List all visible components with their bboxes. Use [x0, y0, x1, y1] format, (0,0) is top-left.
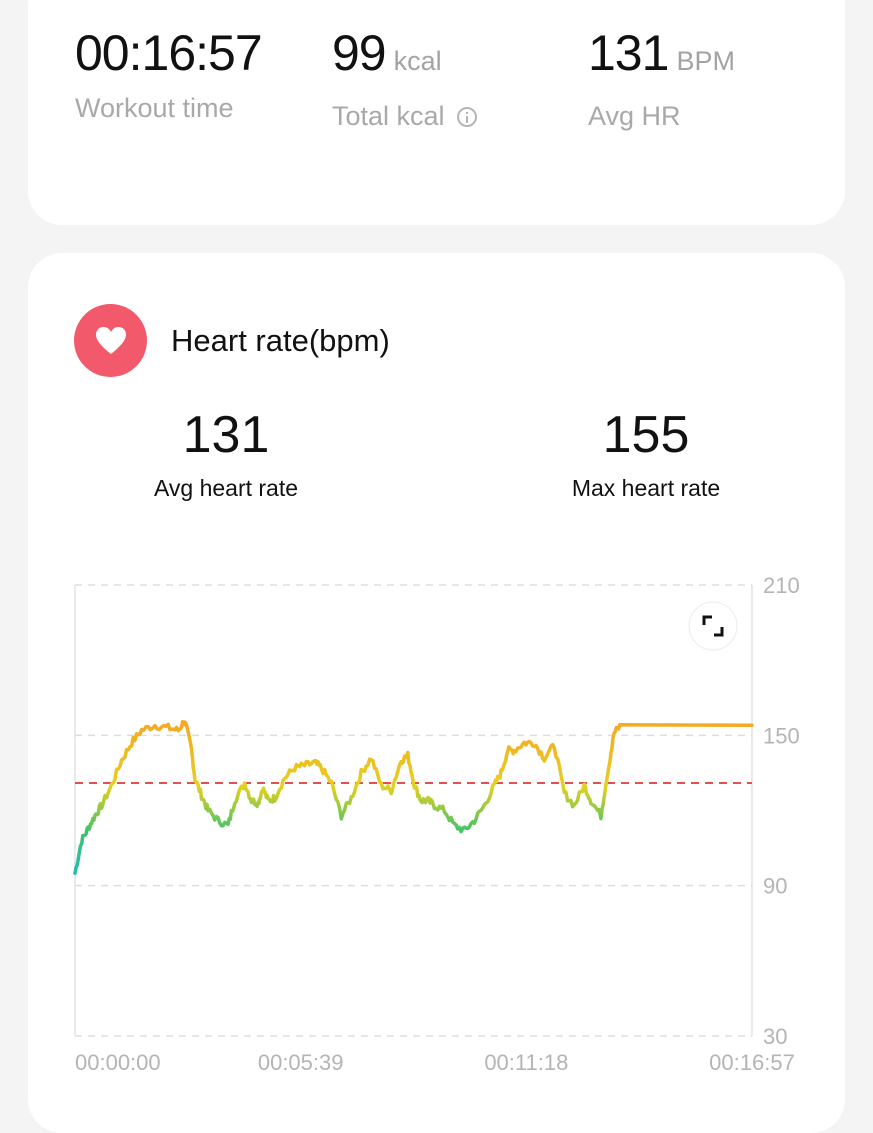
max-heart-rate-value: 155: [602, 406, 690, 464]
x-tick-label-3: 00:16:57: [709, 1050, 795, 1075]
avg-hr-stat: 131 BPM Avg HR: [588, 25, 735, 132]
x-tick-label-2: 00:11:18: [484, 1050, 568, 1075]
heart-rate-title: Heart rate(bpm): [171, 322, 390, 358]
avg-hr-label: Avg HR: [588, 101, 681, 131]
avg-heart-rate-stat: 131 Avg heart rate: [96, 405, 356, 502]
info-icon[interactable]: [456, 106, 477, 127]
x-tick-label-1: 00:05:39: [258, 1050, 344, 1075]
avg-heart-rate-value: 131: [182, 406, 270, 464]
max-heart-rate-label: Max heart rate: [571, 475, 721, 501]
heart-badge: [74, 304, 147, 377]
expand-icon: [702, 615, 724, 637]
heart-rate-header: Heart rate(bpm): [74, 304, 390, 377]
workout-time-value: 00:16:57: [75, 25, 263, 81]
heart-rate-chart-area: 210 150 90 30 00:00:00 00:05:39 00:11:18 00:16:…: [73, 573, 800, 1075]
kcal-label: Total kcal: [332, 101, 445, 131]
max-heart-rate-stat: 155 Max heart rate: [516, 405, 776, 502]
workout-time-stat: 00:16:57 Workout time: [75, 25, 263, 124]
kcal-stat: 99 kcal Total kcal: [332, 25, 477, 132]
kcal-value: 99: [332, 25, 387, 81]
kcal-unit: kcal: [393, 46, 442, 76]
summary-card: 00:16:57 Workout time 99 kcal Total kcal …: [28, 0, 845, 225]
expand-button[interactable]: [688, 601, 738, 651]
heart-icon: [95, 326, 126, 354]
heart-rate-series-line: [73, 720, 754, 875]
y-tick-label-210: 210: [763, 573, 800, 598]
avg-hr-value: 131: [588, 25, 669, 81]
heart-rate-card: Heart rate(bpm) 131 Avg heart rate 155 M…: [28, 253, 845, 1133]
y-tick-label-90: 90: [763, 874, 787, 899]
x-tick-label-0: 00:00:00: [75, 1050, 161, 1075]
avg-hr-unit: BPM: [676, 46, 735, 76]
y-tick-label-150: 150: [763, 723, 800, 748]
heart-rate-chart: 210 150 90 30 00:00:00 00:05:39 00:11:18 00:16:…: [73, 573, 800, 1075]
avg-heart-rate-label: Avg heart rate: [153, 475, 299, 501]
y-tick-label-30: 30: [763, 1024, 787, 1049]
workout-time-label: Workout time: [75, 93, 234, 123]
